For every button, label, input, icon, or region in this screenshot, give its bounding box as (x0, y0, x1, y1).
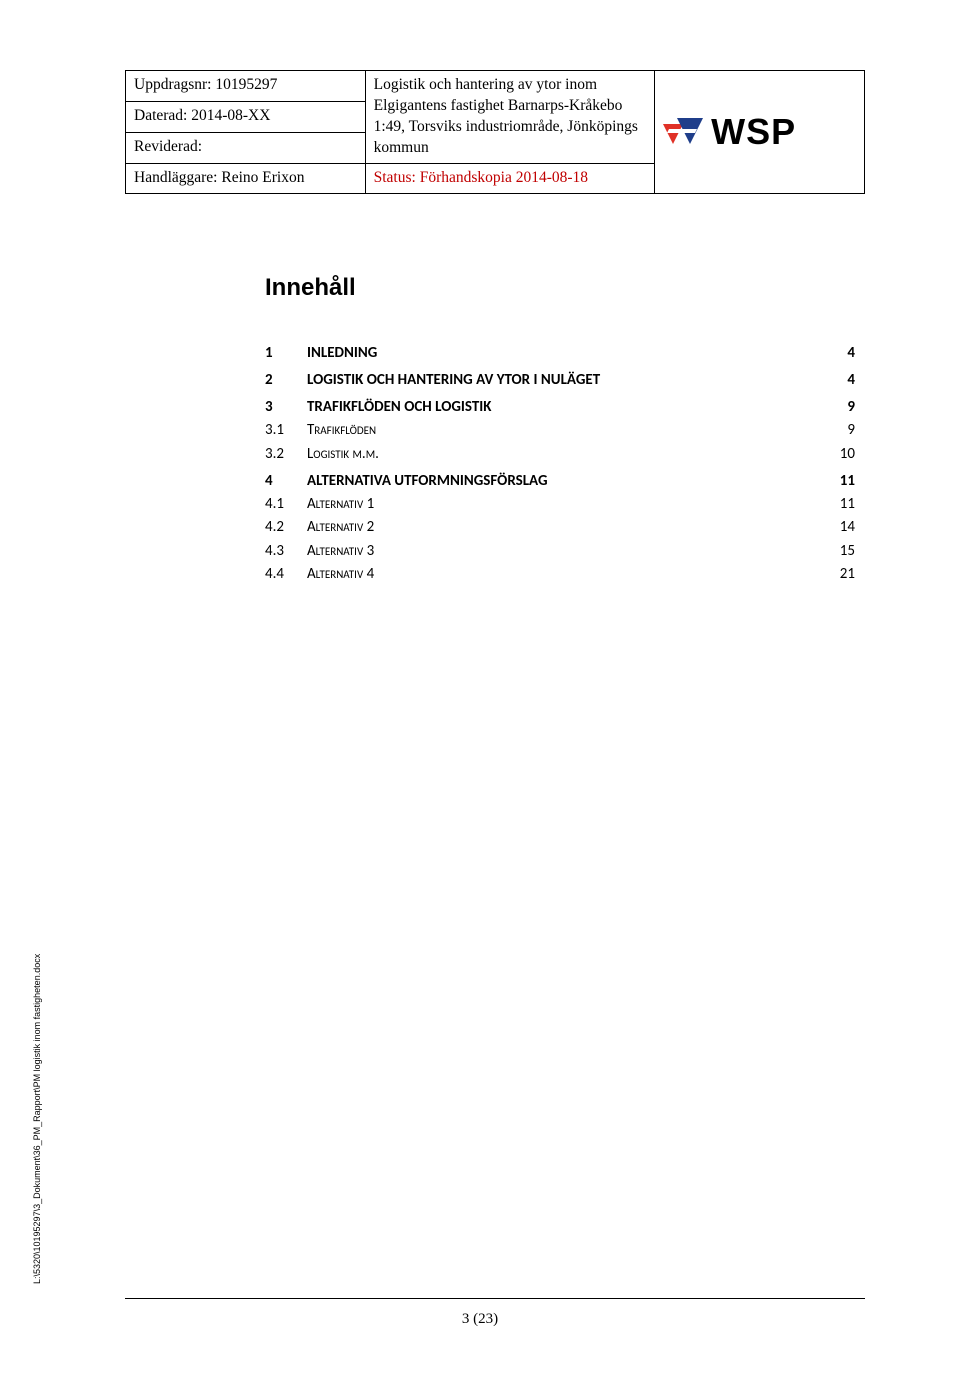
toc-entry-num: 3.2 (265, 443, 307, 466)
toc-row: 4.1Alternativ 111 (265, 493, 855, 516)
toc-entry-num: 1 (265, 342, 307, 365)
toc-entry-num: 3.1 (265, 419, 307, 442)
toc-entry-num: 4 (265, 470, 307, 493)
toc-entry-text: LOGISTIK OCH HANTERING AV YTOR I NULÄGET (307, 369, 825, 392)
toc-row: 3.1Trafikflöden9 (265, 419, 855, 442)
page: Uppdragsnr: 10195297 Logistik och hanter… (0, 0, 960, 1394)
wsp-logo: WSP (663, 108, 856, 157)
header-status: Status: Förhandskopia 2014-08-18 (365, 163, 655, 193)
toc-entry-num: 4.2 (265, 516, 307, 539)
toc-row: 3TRAFIKFLÖDEN OCH LOGISTIK9 (265, 396, 855, 419)
header-description: Logistik och hantering av ytor inom Elgi… (365, 71, 655, 164)
toc-row: 4.4Alternativ 421 (265, 563, 855, 586)
toc-entry-page: 11 (825, 493, 855, 516)
toc-entry-page: 4 (825, 369, 855, 392)
toc-entry-text: Trafikflöden (307, 419, 825, 442)
footer-rule (125, 1298, 865, 1299)
header-table: Uppdragsnr: 10195297 Logistik och hanter… (125, 70, 865, 194)
toc-entry-page: 14 (825, 516, 855, 539)
toc-entry-num: 4.3 (265, 540, 307, 563)
toc-title: Innehåll (265, 274, 855, 302)
header-uppdragsnr: Uppdragsnr: 10195297 (126, 71, 366, 102)
wsp-logo-icon (663, 114, 705, 150)
toc-entry-page: 9 (825, 396, 855, 419)
toc-row: 4.3Alternativ 315 (265, 540, 855, 563)
toc-entry-num: 2 (265, 369, 307, 392)
toc-entry-text: Alternativ 4 (307, 563, 825, 586)
toc-row: 1INLEDNING4 (265, 342, 855, 365)
toc-row: 4ALTERNATIVA UTFORMNINGSFÖRSLAG11 (265, 470, 855, 493)
toc-entry-text: Logistik m.m. (307, 443, 825, 466)
toc-row: 2LOGISTIK OCH HANTERING AV YTOR I NULÄGE… (265, 369, 855, 392)
toc-entry-num: 4.4 (265, 563, 307, 586)
header-daterad: Daterad: 2014-08-XX (126, 101, 366, 132)
toc-entry-page: 21 (825, 563, 855, 586)
toc-row: 3.2Logistik m.m.10 (265, 443, 855, 466)
toc-entry-page: 9 (825, 419, 855, 442)
toc: Innehåll 1INLEDNING42LOGISTIK OCH HANTER… (265, 274, 855, 587)
wsp-logo-text: WSP (711, 108, 796, 157)
toc-entry-page: 11 (825, 470, 855, 493)
toc-entry-page: 4 (825, 342, 855, 365)
toc-entry-text: Alternativ 2 (307, 516, 825, 539)
toc-entry-text: Alternativ 1 (307, 493, 825, 516)
header-logo-cell: WSP (655, 71, 865, 194)
page-number: 3 (23) (0, 1311, 960, 1328)
toc-entry-text: ALTERNATIVA UTFORMNINGSFÖRSLAG (307, 470, 825, 493)
toc-row: 4.2Alternativ 214 (265, 516, 855, 539)
toc-entry-text: Alternativ 3 (307, 540, 825, 563)
toc-entry-text: TRAFIKFLÖDEN OCH LOGISTIK (307, 396, 825, 419)
toc-entry-text: INLEDNING (307, 342, 825, 365)
toc-entry-num: 4.1 (265, 493, 307, 516)
toc-entry-page: 15 (825, 540, 855, 563)
toc-entry-num: 3 (265, 396, 307, 419)
header-reviderad: Reviderad: (126, 132, 366, 163)
side-filepath: L:\5320\10195297\3_Dokument\36_PM_Rappor… (32, 954, 42, 1284)
toc-entry-page: 10 (825, 443, 855, 466)
toc-entries: 1INLEDNING42LOGISTIK OCH HANTERING AV YT… (265, 342, 855, 587)
header-handlaggare: Handläggare: Reino Erixon (126, 163, 366, 193)
